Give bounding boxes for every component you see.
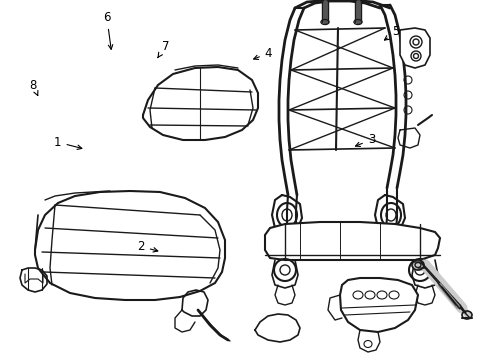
Text: 8: 8 xyxy=(29,79,38,95)
Text: 2: 2 xyxy=(137,240,158,253)
Text: 7: 7 xyxy=(158,40,170,58)
Polygon shape xyxy=(400,28,430,68)
Text: 3: 3 xyxy=(356,133,375,147)
Text: 1: 1 xyxy=(54,136,82,149)
Polygon shape xyxy=(340,278,418,332)
Polygon shape xyxy=(265,222,440,260)
Text: 4: 4 xyxy=(254,47,272,60)
Text: 6: 6 xyxy=(103,11,113,49)
Text: 5: 5 xyxy=(385,25,400,40)
